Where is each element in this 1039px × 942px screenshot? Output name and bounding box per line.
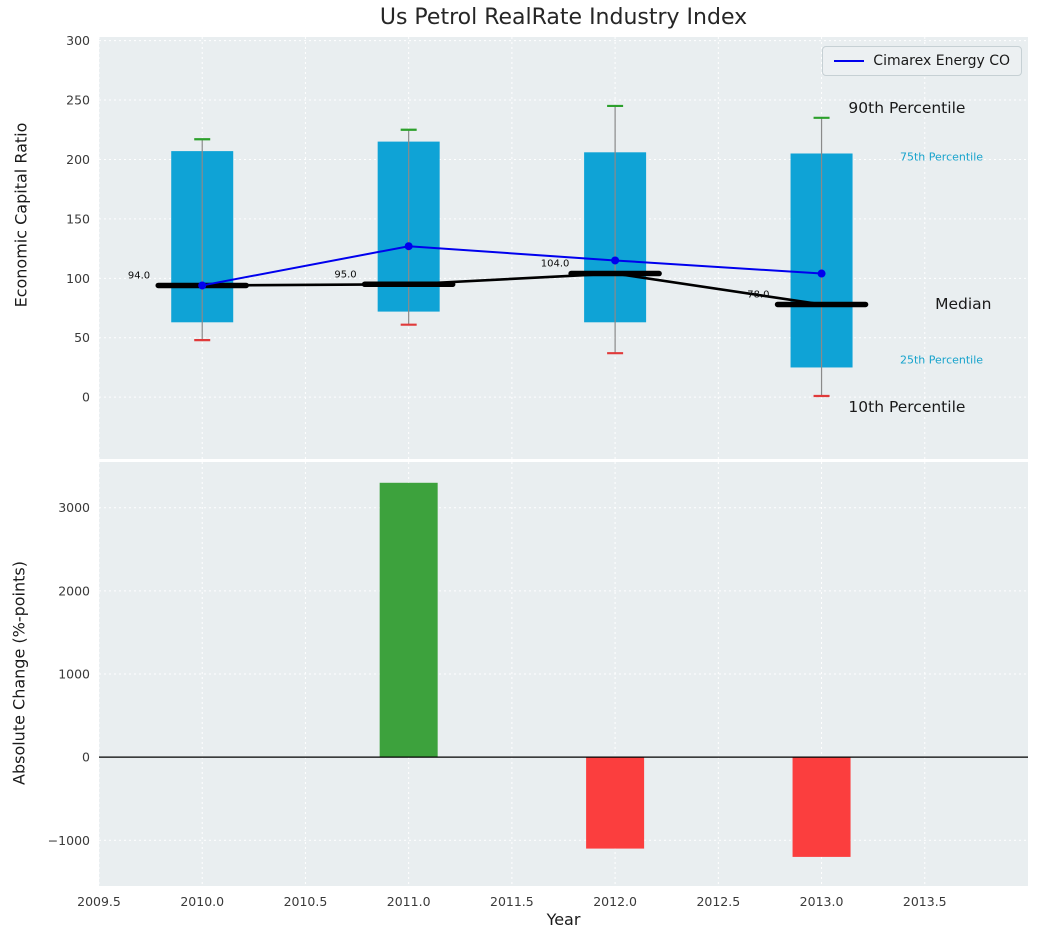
ytick-label: 100 xyxy=(66,271,90,286)
annotation-25th-percentile: 25th Percentile xyxy=(900,353,984,367)
change-bar-positive xyxy=(379,482,438,758)
annotation-90th-percentile: 90th Percentile xyxy=(848,99,966,118)
xtick-label: 2013.0 xyxy=(800,894,844,909)
xtick-label: 2010.0 xyxy=(180,894,224,909)
ytick-label: 50 xyxy=(74,330,90,345)
company-point xyxy=(198,281,207,290)
ytick-label: 0 xyxy=(82,750,90,765)
company-point xyxy=(611,256,620,265)
top-axes-background xyxy=(99,37,1028,459)
change-bar-negative xyxy=(792,757,851,857)
change-bar-negative xyxy=(586,757,645,849)
company-line xyxy=(202,245,822,287)
xtick-label: 2010.5 xyxy=(284,894,328,909)
xlabel-year: Year xyxy=(546,910,581,929)
ylabel-economic-capital-ratio: Economic Capital Ratio xyxy=(11,122,31,308)
ytick-label: 300 xyxy=(66,33,90,48)
chart-title: Us Petrol RealRate Industry Index xyxy=(379,5,748,30)
median-value-label: 94.0 xyxy=(128,270,150,281)
median-value-label: 104.0 xyxy=(541,259,570,270)
median-value-label: 95.0 xyxy=(334,269,356,280)
annotation-75th-percentile: 75th Percentile xyxy=(900,150,984,164)
xtick-label: 2013.5 xyxy=(903,894,947,909)
ylabel-absolute-change: Absolute Change (%-points) xyxy=(9,561,29,785)
ytick-label: 1000 xyxy=(58,667,90,682)
company-point xyxy=(404,242,413,251)
company-point xyxy=(817,269,826,278)
xtick-label: 2009.5 xyxy=(77,894,121,909)
annotation-10th-percentile: 10th Percentile xyxy=(848,397,966,416)
bottom-axes-background xyxy=(99,462,1028,886)
legend: Cimarex Energy CO xyxy=(822,46,1022,76)
legend-label: Cimarex Energy CO xyxy=(873,53,1010,69)
legend-line-swatch xyxy=(834,60,865,62)
annotation-median: Median xyxy=(935,295,992,314)
ytick-label: 3000 xyxy=(58,500,90,515)
xtick-label: 2012.5 xyxy=(696,894,740,909)
xtick-label: 2011.0 xyxy=(387,894,431,909)
median-trend-line xyxy=(202,272,822,306)
xtick-label: 2011.5 xyxy=(490,894,534,909)
ytick-label: 0 xyxy=(82,390,90,405)
ytick-label: 200 xyxy=(66,152,90,167)
ytick-label: 250 xyxy=(66,93,90,108)
ytick-label: 2000 xyxy=(58,583,90,598)
median-value-label: 78.0 xyxy=(747,289,769,300)
ytick-label: 150 xyxy=(66,211,90,226)
ytick-label: −1000 xyxy=(48,833,90,848)
xtick-label: 2012.0 xyxy=(593,894,637,909)
